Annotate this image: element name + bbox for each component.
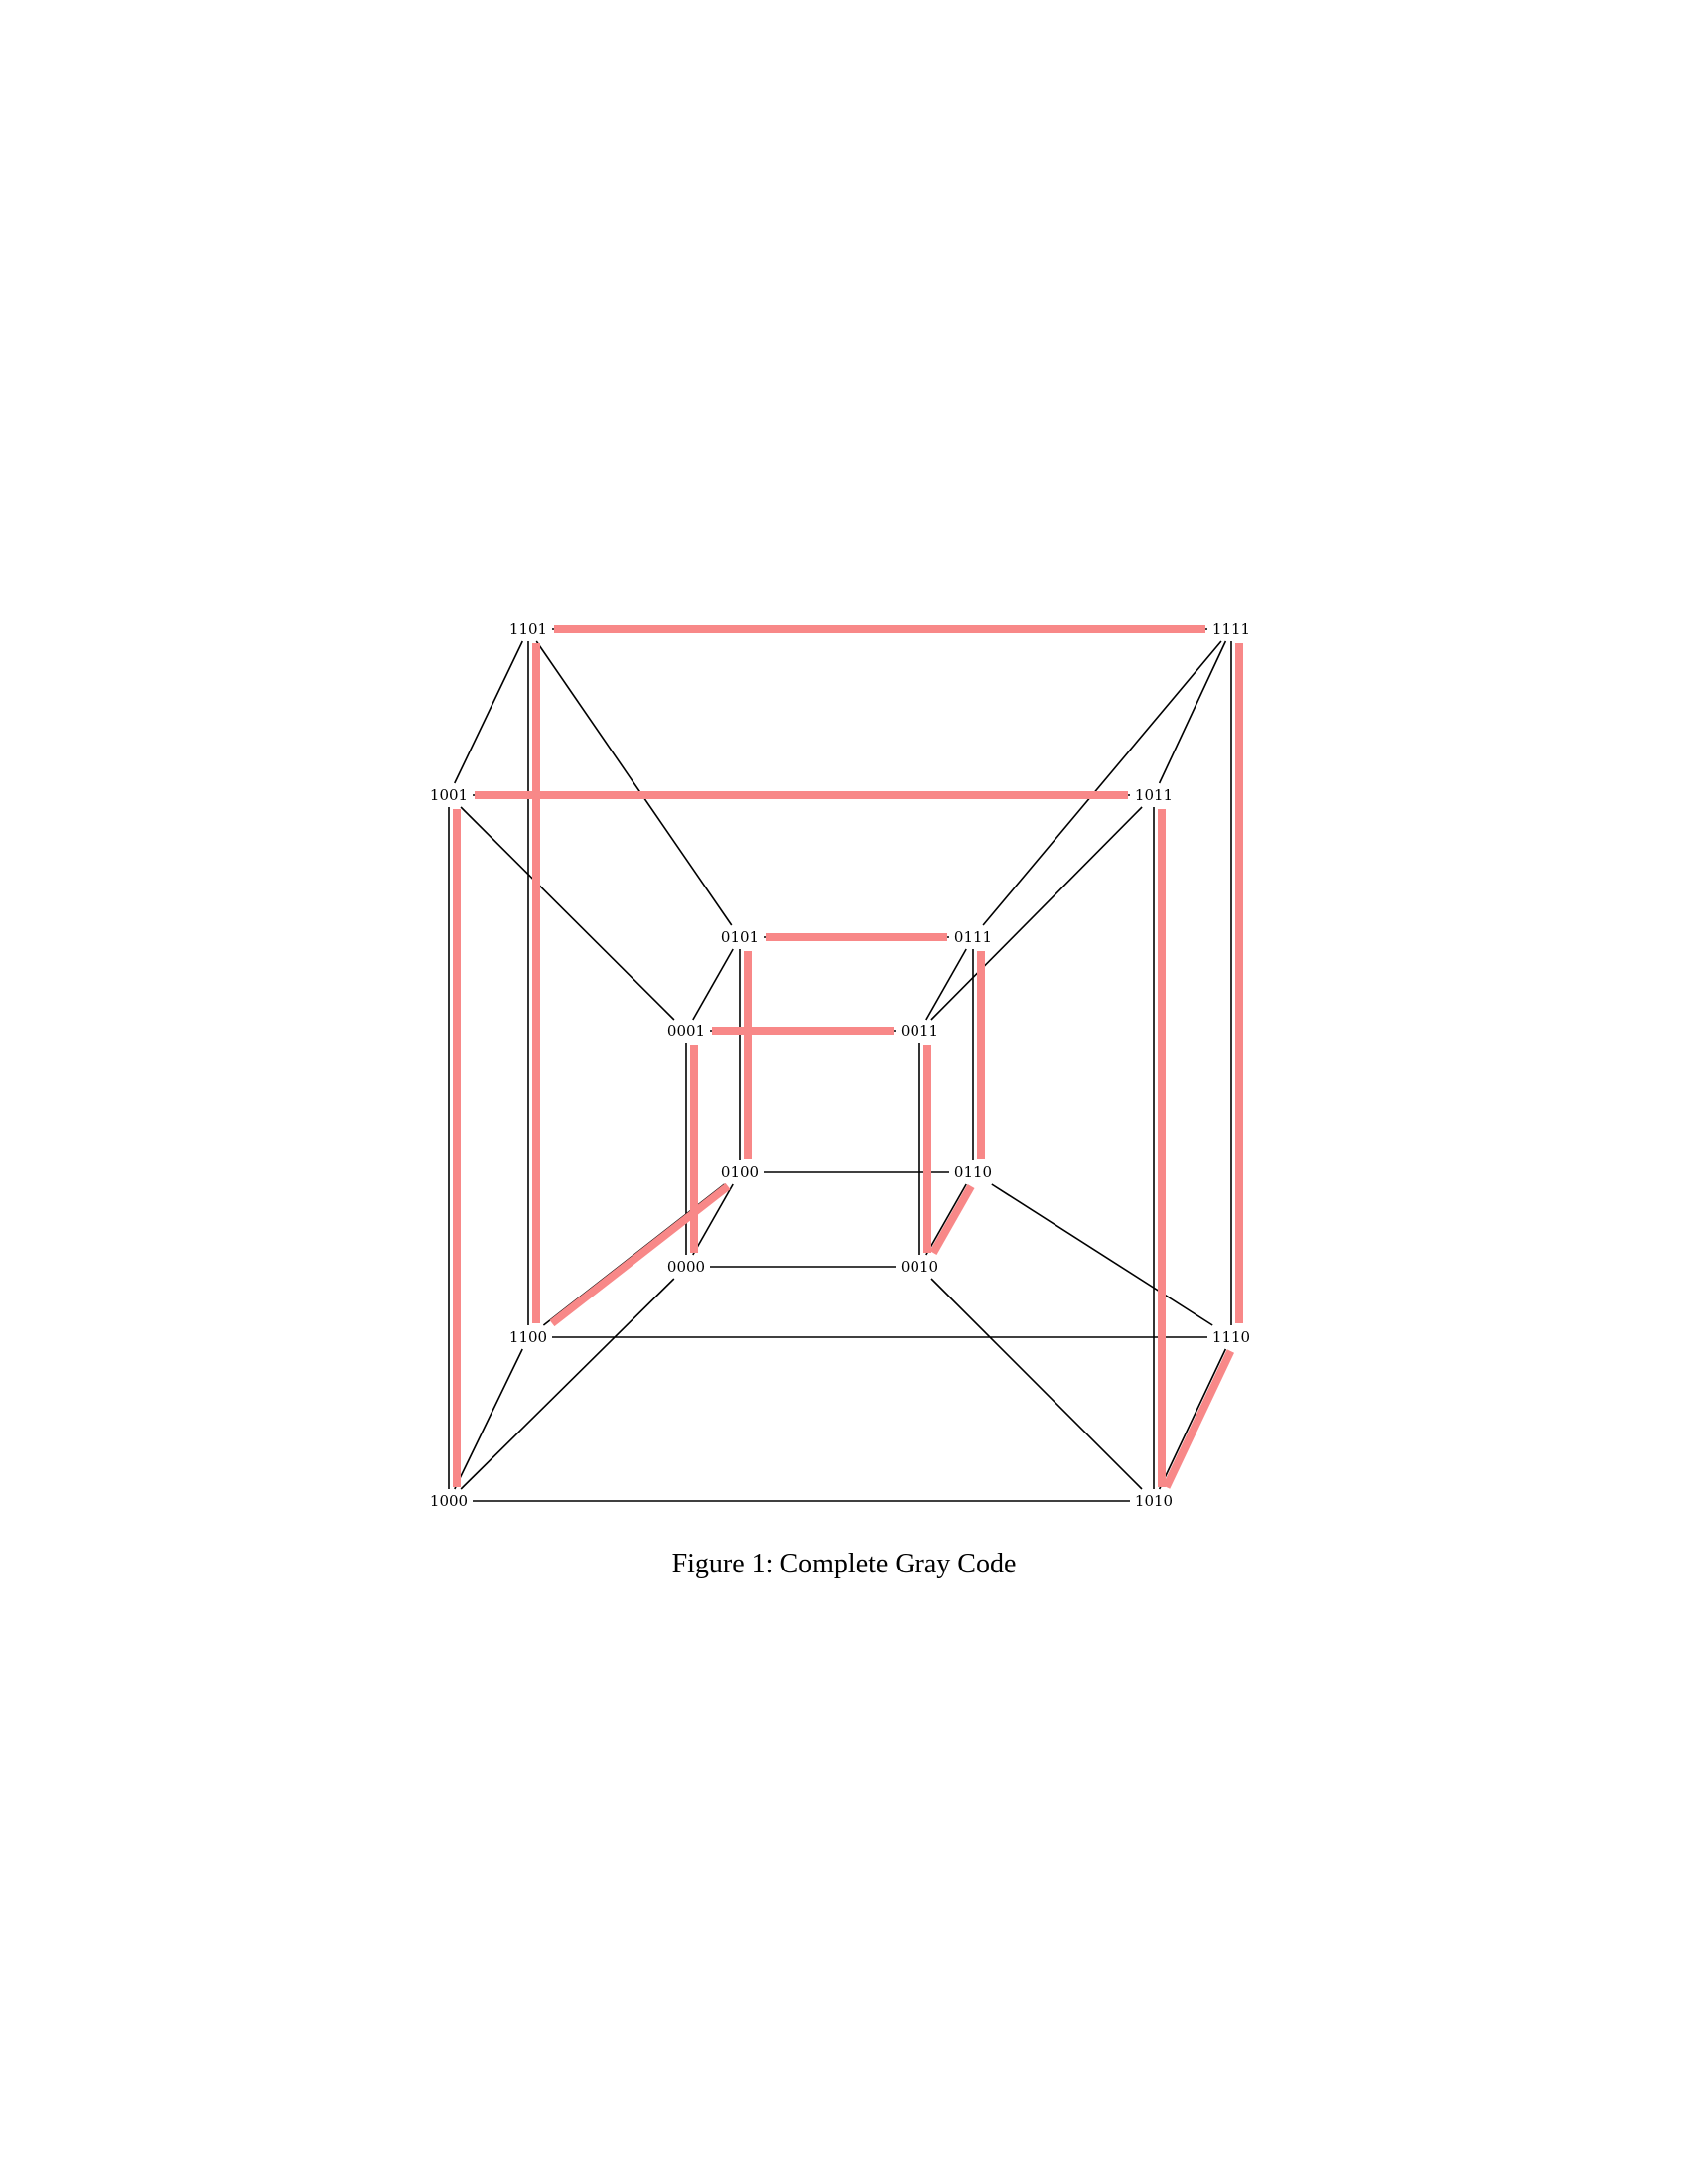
node-label-0101: 0101 [721, 928, 759, 946]
node-label-0100: 0100 [721, 1163, 759, 1181]
node-bg-0010 [898, 1257, 941, 1277]
edge-0110-1110 [991, 1183, 1213, 1326]
node-bg-1001 [427, 785, 471, 805]
hypercube-edges [448, 628, 1232, 1502]
node-label-1101: 1101 [509, 620, 547, 638]
node-label-1011: 1011 [1135, 786, 1173, 804]
node-labels: 0000 0001 0010 0011 0100 0101 0110 0111 1000 1001… [427, 619, 1253, 1511]
node-label-0111: 0111 [954, 928, 992, 946]
edge-0011-0111 [925, 948, 967, 1021]
node-bg-1101 [506, 619, 550, 639]
node-bg-1011 [1132, 785, 1176, 805]
edge-1010-1110 [1158, 1348, 1227, 1490]
node-bg-0011 [898, 1022, 941, 1041]
path-segment-1110-1010 [1163, 1349, 1234, 1489]
node-bg-0001 [664, 1022, 708, 1041]
edge-0010-0110 [925, 1183, 967, 1256]
node-bg-1100 [506, 1327, 550, 1347]
node-label-0010: 0010 [901, 1258, 938, 1276]
node-bg-1010 [1132, 1491, 1176, 1511]
node-label-1111: 1111 [1212, 620, 1250, 638]
node-bg-0100 [718, 1162, 762, 1182]
edge-0010-1010 [930, 1278, 1143, 1490]
node-label-0001: 0001 [667, 1023, 705, 1040]
node-bg-1110 [1209, 1327, 1253, 1347]
node-label-0000: 0000 [667, 1258, 705, 1276]
node-bg-0101 [718, 927, 762, 947]
edge-0111-1111 [982, 640, 1222, 926]
gray-code-path [453, 625, 1243, 1489]
node-bg-0111 [951, 927, 995, 947]
edge-0000-1000 [460, 1278, 675, 1490]
node-bg-0110 [951, 1162, 995, 1182]
node-label-1010: 1010 [1135, 1492, 1173, 1510]
edge-1000-1100 [454, 1348, 523, 1490]
edge-0001-0101 [692, 948, 734, 1021]
figure-caption: Figure 1: Complete Gray Code [671, 1549, 1017, 1579]
edge-0000-0100 [692, 1183, 734, 1256]
edge-0101-1101 [535, 640, 733, 926]
path-segment-0100-1100 [549, 1182, 731, 1327]
node-bg-1111 [1209, 619, 1253, 639]
edge-0011-1011 [930, 806, 1143, 1021]
node-label-1001: 1001 [430, 786, 468, 804]
node-label-1000: 1000 [430, 1492, 468, 1510]
node-label-0110: 0110 [954, 1163, 992, 1181]
node-label-0011: 0011 [901, 1023, 938, 1040]
path-segment-0010-0110 [929, 1184, 975, 1255]
node-label-1110: 1110 [1212, 1328, 1250, 1346]
node-bg-1000 [427, 1491, 471, 1511]
edge-1011-1111 [1158, 640, 1227, 784]
edge-1001-1101 [454, 640, 523, 784]
node-label-1100: 1100 [509, 1328, 547, 1346]
edge-0001-1001 [460, 806, 675, 1021]
node-bg-0000 [664, 1257, 708, 1277]
